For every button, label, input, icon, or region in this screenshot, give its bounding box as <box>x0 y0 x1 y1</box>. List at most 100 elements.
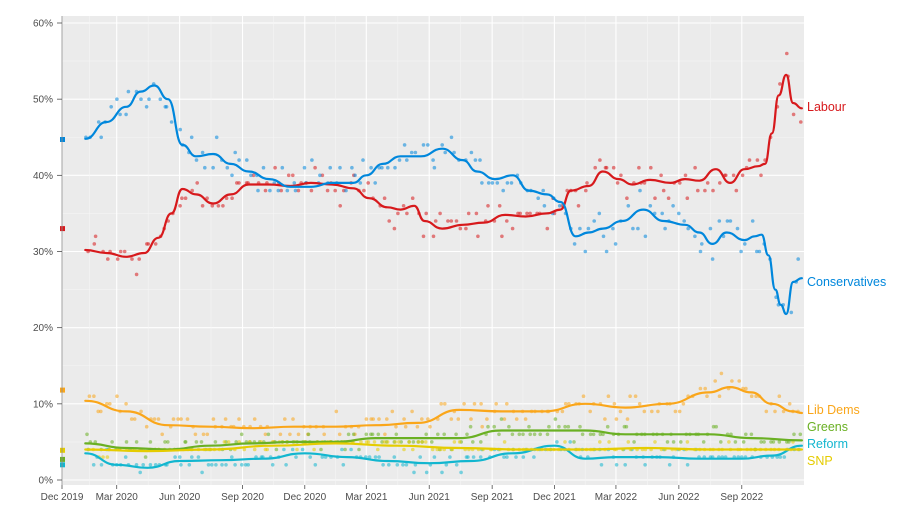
poll-point <box>705 181 710 185</box>
poll-point <box>755 158 760 162</box>
poll-point <box>325 188 330 193</box>
poll-point <box>671 204 675 208</box>
poll-point <box>759 440 763 444</box>
poll-point <box>514 417 519 421</box>
poll-point <box>141 463 145 467</box>
poll-point <box>727 440 731 444</box>
poll-point <box>211 417 216 421</box>
poll-point <box>731 173 736 178</box>
x-tick-label: Dec 2020 <box>283 492 326 503</box>
poll-point <box>517 432 522 437</box>
election-marker-reform <box>60 462 65 468</box>
poll-point <box>566 424 571 429</box>
poll-point <box>678 181 682 185</box>
poll-point <box>625 417 630 421</box>
poll-point <box>598 158 602 162</box>
poll-point <box>341 463 346 467</box>
poll-point <box>334 409 339 414</box>
poll-point <box>169 120 174 124</box>
poll-point <box>708 226 713 231</box>
poll-point <box>796 257 800 261</box>
poll-point <box>402 143 407 147</box>
poll-point <box>677 211 681 216</box>
poll-point <box>224 463 228 467</box>
poll-point <box>619 173 623 178</box>
poll-point <box>431 158 435 162</box>
poll-point <box>328 165 333 170</box>
poll-point <box>480 181 484 185</box>
poll-point <box>420 440 425 444</box>
poll-point <box>276 188 281 193</box>
poll-point <box>358 181 363 185</box>
poll-point <box>359 440 363 444</box>
poll-point <box>288 432 292 437</box>
poll-point <box>713 379 717 383</box>
poll-point <box>376 432 381 437</box>
poll-point <box>541 188 545 193</box>
poll-point <box>126 89 131 94</box>
poll-point <box>734 188 739 193</box>
poll-point <box>362 188 366 193</box>
poll-point <box>163 440 167 444</box>
poll-point <box>611 226 615 231</box>
trend-line-labour <box>84 73 803 258</box>
poll-point <box>581 394 586 399</box>
poll-point <box>189 135 194 140</box>
y-tick-label: 40% <box>33 171 53 182</box>
poll-point <box>521 455 526 459</box>
poll-point <box>625 196 629 200</box>
legend-label-conservatives: Conservatives <box>807 275 886 289</box>
poll-point <box>364 432 369 437</box>
poll-point <box>309 188 314 193</box>
poll-point <box>99 463 104 467</box>
poll-point <box>96 409 100 414</box>
poll-point <box>592 219 596 223</box>
poll-point <box>194 158 199 162</box>
poll-point <box>710 257 715 261</box>
poll-point <box>158 97 163 101</box>
poll-point <box>106 257 110 261</box>
legend-label-greens: Greens <box>807 420 848 434</box>
poll-point <box>536 196 540 200</box>
poll-point <box>601 234 606 239</box>
x-tick-label: Sep 2020 <box>221 492 264 503</box>
poll-point <box>711 424 716 429</box>
poll-point <box>458 226 463 231</box>
poll-point <box>698 386 703 391</box>
poll-point <box>109 105 113 109</box>
poll-point <box>499 417 504 421</box>
poll-point <box>233 463 237 467</box>
poll-point <box>313 165 317 170</box>
poll-point <box>387 219 392 223</box>
poll-point <box>193 432 198 437</box>
poll-point <box>195 181 199 185</box>
poll-point <box>134 272 139 277</box>
election-result-markers <box>60 137 65 468</box>
poll-point <box>718 181 722 185</box>
poll-point <box>593 165 597 170</box>
poll-point <box>242 447 247 452</box>
poll-point <box>268 188 272 193</box>
poll-point <box>373 455 378 459</box>
poll-point <box>615 181 620 185</box>
poll-point <box>424 432 429 437</box>
poll-point <box>340 447 344 452</box>
poll-point <box>771 440 776 444</box>
poll-point <box>505 455 509 459</box>
trend-line-greens <box>84 429 803 451</box>
poll-point <box>443 402 447 406</box>
poll-point <box>454 219 459 223</box>
poll-point <box>381 463 385 467</box>
poll-point <box>263 432 268 437</box>
x-tick-label: Mar 2021 <box>345 492 388 503</box>
poll-point <box>411 447 415 452</box>
poll-point <box>661 188 666 193</box>
poll-point <box>456 417 461 421</box>
poll-point <box>507 424 511 429</box>
poll-point <box>598 432 603 437</box>
poll-point <box>333 188 338 193</box>
poll-point <box>290 447 295 452</box>
poll-point <box>306 432 311 437</box>
poll-point <box>518 211 522 216</box>
trend-line-snp <box>84 442 803 453</box>
